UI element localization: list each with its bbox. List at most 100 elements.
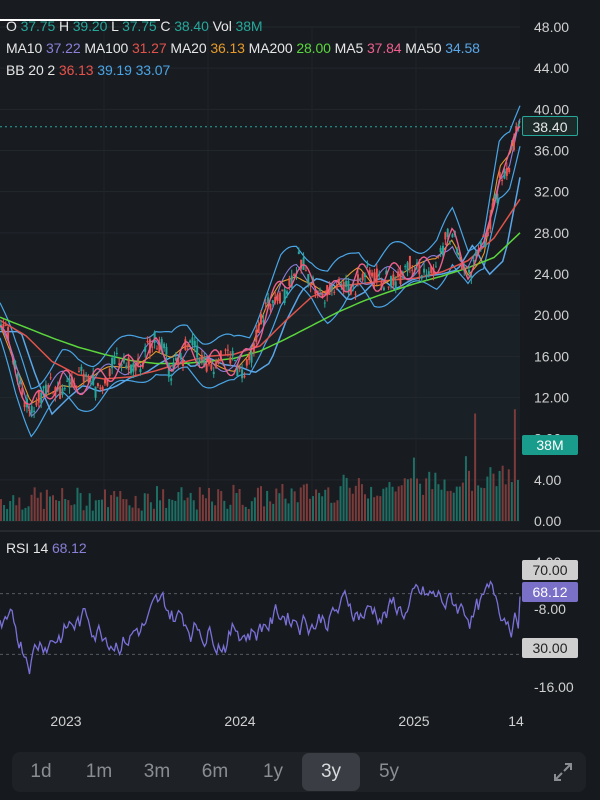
timeframe-3m[interactable]: 3m — [143, 761, 171, 782]
volume-bar — [229, 504, 232, 521]
timeframe-1d[interactable]: 1d — [30, 761, 52, 782]
volume-bar — [9, 501, 12, 521]
candle-body — [302, 257, 305, 270]
candle-body — [172, 362, 175, 370]
candle-body — [364, 274, 366, 277]
volume-bar — [354, 485, 357, 521]
volume-bar — [422, 494, 425, 521]
ohlc-close-value: 38.40 — [174, 18, 209, 34]
volume-bar — [507, 469, 510, 521]
candle-body — [243, 375, 246, 378]
timeframe-1y[interactable]: 1y — [262, 761, 284, 782]
candle-body — [271, 300, 274, 304]
volume-bar — [171, 499, 174, 521]
volume-bar — [446, 491, 449, 521]
bb-lower-line — [0, 146, 521, 438]
candle-body — [160, 339, 163, 351]
volume-bar — [516, 480, 519, 521]
volume-bar — [39, 492, 42, 521]
ohlc-close-key: C — [160, 18, 171, 34]
price-chart[interactable]: 48.00 44.00 40.00 36.00 32.00 28.00 24.00 20.00… — [0, 0, 600, 742]
candle-body — [217, 359, 220, 364]
candle-body — [517, 123, 520, 127]
ma10-value: 37.22 — [45, 40, 81, 56]
candle-body — [85, 374, 88, 377]
candle-body — [288, 277, 291, 286]
candle-body — [508, 167, 511, 172]
volume-bar — [125, 499, 128, 521]
ma20-value: 36.13 — [210, 40, 245, 56]
candle-body — [378, 273, 381, 276]
volume-bar — [345, 477, 348, 521]
candle-body — [387, 286, 390, 288]
volume-bar — [464, 456, 467, 521]
timeframe-3y[interactable]: 3y — [302, 753, 360, 791]
volume-bar — [290, 488, 293, 521]
candle-body — [439, 247, 442, 253]
candle-body — [255, 330, 258, 343]
volume-bar — [360, 484, 363, 521]
volume-bar — [45, 489, 48, 521]
candle-body — [144, 346, 147, 352]
volume-bar — [477, 485, 480, 521]
candle-body — [137, 358, 140, 365]
candle-body — [229, 357, 232, 364]
timeframe-6m[interactable]: 6m — [201, 761, 229, 782]
timeframe-5y[interactable]: 5y — [378, 761, 400, 782]
candle-body — [80, 366, 83, 372]
candle-body — [21, 387, 24, 395]
x-tick-label: 2025 — [398, 713, 429, 729]
ohlc-high-key: H — [58, 18, 69, 34]
candle-body — [498, 172, 501, 178]
candle-body — [118, 363, 121, 366]
candle-body — [70, 376, 73, 388]
volume-bar — [357, 478, 360, 521]
volume-bar — [284, 498, 287, 521]
timeframe-1m[interactable]: 1m — [85, 761, 113, 782]
volume-bar — [281, 484, 284, 521]
ohlc-open-value: 37.75 — [20, 18, 56, 34]
volume-bar — [480, 487, 483, 521]
volume-bar — [238, 488, 241, 521]
ma100-key: MA100 — [84, 40, 129, 56]
candle-body — [106, 378, 109, 386]
ma20-key: MA20 — [170, 40, 207, 56]
volume-bar — [122, 499, 125, 521]
volume-bar — [52, 495, 54, 521]
candle-body — [52, 392, 54, 394]
candle-body — [418, 264, 421, 275]
price-tick-label: 48.00 — [534, 19, 569, 35]
volume-bar — [183, 500, 186, 521]
candle-body — [174, 357, 177, 361]
volume-bar — [241, 504, 244, 521]
candle-body — [134, 365, 137, 371]
candle-body — [420, 275, 423, 279]
price-tick-label: 4.00 — [534, 472, 561, 488]
candle-body — [479, 241, 482, 247]
volume-bar — [226, 508, 229, 521]
candle-body — [215, 360, 218, 368]
volume-bar — [58, 500, 61, 521]
candle-body — [177, 357, 180, 366]
volume-bar — [217, 489, 220, 521]
bb-lower-value: 33.07 — [135, 62, 171, 78]
candle-body — [200, 354, 203, 361]
candle-body — [96, 383, 99, 387]
volume-bar — [76, 487, 79, 521]
volume-bar — [471, 490, 474, 521]
candle-body — [2, 324, 5, 328]
expand-icon[interactable] — [552, 761, 574, 783]
candle-body — [158, 342, 161, 352]
volume-bar — [400, 485, 403, 521]
candle-body — [170, 378, 173, 381]
candle-body — [226, 349, 229, 351]
candle-body — [262, 320, 265, 323]
volume-bar — [373, 497, 376, 521]
candle-body — [373, 272, 376, 284]
candle-body — [205, 363, 208, 372]
candle-body — [92, 373, 95, 386]
candle-body — [127, 357, 130, 370]
candle-body — [196, 345, 199, 358]
volume-bar — [113, 491, 116, 521]
candle-body — [394, 281, 397, 290]
